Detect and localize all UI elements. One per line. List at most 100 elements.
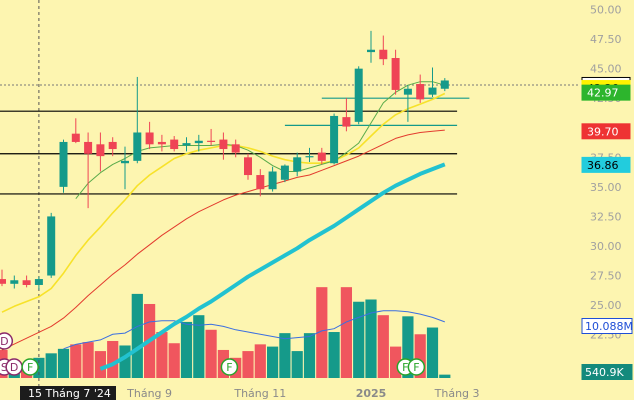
volume-bar — [340, 287, 352, 378]
candle-body — [22, 280, 31, 285]
price-badge-box — [581, 84, 631, 101]
candle — [256, 169, 265, 197]
candle-body — [182, 143, 191, 146]
candle-body — [317, 152, 326, 161]
volume-bar — [390, 346, 402, 378]
candle-body — [71, 133, 80, 142]
candle — [342, 98, 351, 132]
price-badge-text: 39.70 — [587, 125, 619, 138]
price-badge-box — [581, 123, 631, 140]
volume-bar — [303, 333, 316, 378]
candle-body — [145, 132, 154, 145]
candle-body — [256, 175, 265, 190]
candle — [10, 275, 19, 289]
candle-body — [207, 140, 216, 142]
candle-body — [47, 216, 56, 276]
candle — [391, 49, 400, 95]
volume-badge: 10.088M — [581, 318, 633, 334]
candle — [354, 66, 363, 125]
candle — [121, 146, 129, 190]
volume-badge-box — [581, 318, 633, 334]
candle — [379, 35, 388, 66]
volume-bar — [291, 351, 303, 378]
event-marker-circle — [0, 332, 14, 350]
event-marker-circle — [220, 358, 239, 376]
event-marker: D — [0, 332, 14, 350]
candle — [84, 132, 93, 209]
volume-bar — [193, 315, 205, 378]
price-badge-box — [581, 156, 631, 173]
candle-body — [280, 165, 289, 180]
candle — [34, 276, 43, 290]
y-tick-label: 47.50 — [590, 33, 622, 46]
x-label: Tháng 11 — [233, 387, 286, 400]
event-marker: F — [407, 358, 426, 376]
candle-body — [34, 279, 43, 285]
candle — [231, 139, 240, 158]
volume-bar — [279, 333, 291, 378]
candle — [145, 121, 154, 150]
y-tick-label: 27.50 — [590, 270, 622, 283]
x-label-highlight: 15 Tháng 7 '24 — [20, 386, 116, 400]
candle — [0, 269, 6, 287]
price-badge: 39.70 — [581, 123, 631, 140]
volume-bar — [57, 348, 70, 378]
candle-body — [96, 144, 105, 157]
candle — [71, 118, 80, 144]
price-badge: 42.97 — [581, 84, 631, 101]
candle — [317, 147, 326, 165]
volume-bar — [107, 340, 119, 378]
volume-bar — [316, 287, 328, 378]
candle-body — [170, 139, 179, 150]
volume-bar — [94, 351, 106, 378]
candle-body — [305, 156, 314, 158]
candle-body — [330, 115, 339, 164]
candle-body — [157, 141, 166, 145]
event-marker-label: S — [1, 361, 8, 374]
candle-body — [379, 49, 388, 60]
y-tick-label: 32.50 — [590, 210, 622, 223]
volume-bar — [328, 332, 340, 378]
candle — [330, 113, 339, 165]
candle — [440, 78, 449, 92]
ma-red-line — [1, 129, 445, 351]
volume-bar — [82, 342, 94, 378]
candle-body — [10, 280, 19, 284]
x-label: 2025 — [356, 387, 387, 400]
candle-body — [416, 84, 425, 100]
candle — [170, 136, 179, 152]
x-label: Tháng 9 — [126, 387, 172, 400]
price-badge-text: 36.86 — [587, 159, 619, 172]
candle — [133, 76, 142, 164]
event-marker-label: F — [413, 361, 419, 374]
event-marker-circle — [407, 358, 426, 376]
price-badge-text: 42.97 — [587, 87, 619, 100]
event-marker-label: D — [10, 361, 18, 374]
candle — [22, 275, 31, 288]
event-marker: F — [220, 358, 239, 376]
ma-cyan-line — [99, 162, 446, 371]
y-tick-label: 35.00 — [590, 181, 622, 194]
time-axis: 15 Tháng 7 '24 Tháng 9 Tháng 11 2025 Tháng 3 — [20, 386, 480, 400]
volume-bar — [131, 293, 143, 378]
candle-body — [428, 87, 437, 95]
volume-bar — [254, 344, 266, 378]
candle — [244, 153, 252, 180]
candle-body — [194, 140, 203, 144]
candle-body — [133, 132, 142, 161]
x-label: Tháng 3 — [434, 387, 480, 400]
candle-body — [108, 141, 117, 150]
y-tick-label: 50.00 — [590, 4, 622, 17]
volume-bar — [414, 334, 426, 378]
volume-bar — [119, 345, 131, 378]
volume-badge-box — [581, 364, 633, 380]
volume-bar — [353, 301, 365, 378]
volume-bar — [168, 343, 180, 378]
volume-bar — [45, 353, 57, 378]
event-markers-layer: DS D F F F F — [0, 332, 426, 376]
y-tick-label: 45.00 — [590, 63, 622, 76]
y-tick-label: 30.00 — [590, 240, 622, 253]
candle-body — [121, 160, 129, 164]
